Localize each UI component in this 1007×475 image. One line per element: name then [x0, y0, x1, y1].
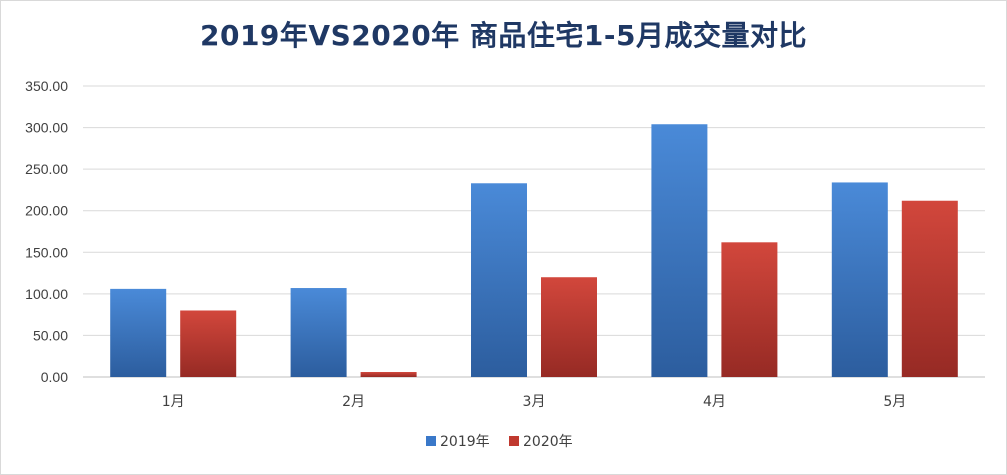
y-tick-label: 200.00	[25, 203, 68, 219]
x-category-label: 3月	[523, 394, 546, 410]
bar-2020年-3月	[541, 277, 597, 377]
bar-2020年-5月	[901, 200, 958, 377]
bar-2019年-2月	[290, 288, 347, 377]
y-tick-label: 50.00	[33, 327, 68, 343]
y-tick-label: 100.00	[25, 286, 68, 302]
y-tick-label: 250.00	[25, 161, 68, 177]
x-category-label: 5月	[883, 394, 906, 410]
bar-2019年-3月	[471, 183, 527, 377]
legend-label: 2019年	[440, 434, 490, 450]
bar-2019年-5月	[831, 182, 888, 377]
bar-2019年-1月	[110, 288, 167, 377]
bar-2020年-2月	[360, 372, 417, 377]
bar-2020年-1月	[180, 310, 237, 377]
chart-title: 2019年VS2020年 商品住宅1-5月成交量对比	[199, 19, 808, 52]
legend-swatch	[426, 436, 436, 446]
legend-label: 2020年	[523, 434, 573, 450]
y-tick-label: 0.00	[41, 369, 68, 385]
bar-2019年-4月	[651, 124, 708, 377]
legend-swatch	[509, 436, 519, 446]
y-tick-label: 350.00	[25, 78, 68, 94]
y-tick-label: 150.00	[25, 244, 68, 260]
x-category-label: 2月	[342, 394, 365, 410]
y-tick-label: 300.00	[25, 120, 68, 136]
x-category-label: 1月	[162, 394, 185, 410]
x-category-label: 4月	[703, 394, 726, 410]
bar-2020年-4月	[721, 242, 778, 377]
